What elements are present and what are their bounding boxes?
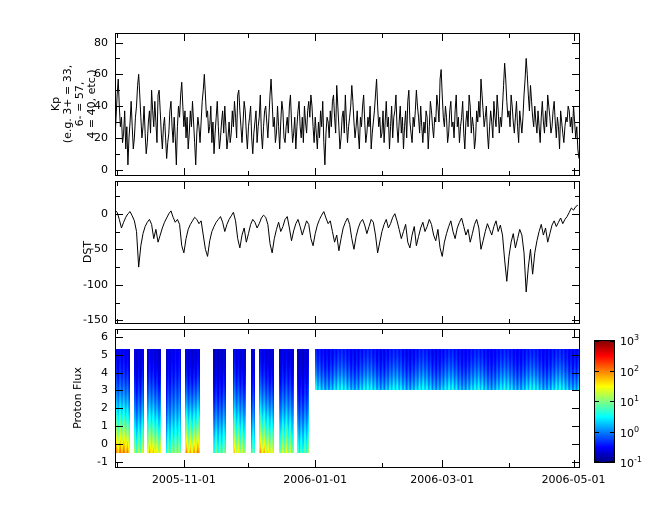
y-tick-label: 1	[101, 419, 108, 433]
x-tick-label: 2006-05-01	[541, 473, 606, 486]
colorbar-tick-label: 102	[620, 363, 640, 379]
x-tick-label: 2005-11-01	[151, 473, 216, 486]
x-tick-label: 2006-01-01	[283, 473, 348, 486]
y-tick-label: 20	[94, 130, 108, 144]
kp-axis-label: Kp (e.g. 3+ = 33, 6- = 57, 4 = 40, etc.)	[49, 65, 98, 143]
y-tick-label: -150	[83, 313, 108, 327]
y-tick-label: 40	[94, 99, 108, 113]
proton-flux-axis-label: Proton Flux	[71, 367, 84, 429]
colorbar-tick-label: 10-1	[620, 455, 642, 470]
y-tick-label: 0	[101, 162, 108, 176]
y-tick-label: 0	[101, 436, 108, 450]
kp-plot-canvas	[115, 33, 580, 176]
colorbar-tick-label: 100	[620, 424, 640, 440]
y-tick-label: -100	[83, 277, 108, 291]
y-tick-label: 5	[101, 347, 108, 361]
y-tick-label: -50	[90, 242, 108, 256]
colorbar-tick-label: 103	[620, 333, 640, 348]
colorbar-tick-label: 101	[620, 394, 640, 409]
y-tick-label: 6	[101, 330, 108, 344]
colorbar	[594, 340, 615, 463]
y-tick-label: 0	[101, 206, 108, 220]
y-tick-label: 80	[94, 35, 108, 49]
y-tick-label: -1	[97, 454, 108, 468]
y-tick-label: 60	[94, 67, 108, 81]
dst-plot-canvas	[115, 181, 580, 324]
x-tick-label: 2006-03-01	[410, 473, 475, 486]
y-tick-label: 4	[101, 365, 108, 379]
y-tick-label: 3	[101, 383, 108, 397]
y-tick-label: 2	[101, 401, 108, 415]
proton-flux-spectrogram-canvas	[115, 329, 580, 468]
